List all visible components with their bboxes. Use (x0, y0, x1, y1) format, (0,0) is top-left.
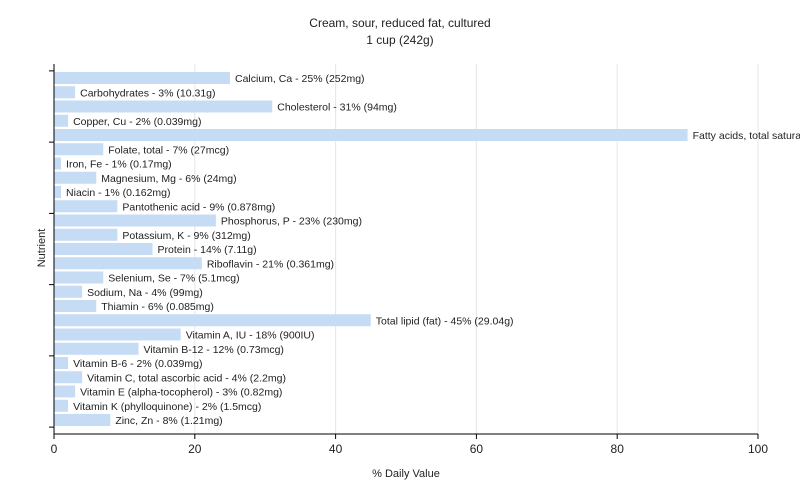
bar (54, 271, 104, 284)
bar-label: Vitamin B-6 - 2% (0.039mg) (73, 358, 202, 370)
bar (54, 257, 202, 270)
x-axis-label: % Daily Value (372, 468, 440, 480)
bar (54, 100, 273, 113)
bar-label: Calcium, Ca - 25% (252mg) (235, 73, 365, 85)
bar-label: Niacin - 1% (0.162mg) (66, 187, 170, 199)
bar (54, 243, 153, 255)
bar (54, 214, 216, 227)
bar (54, 200, 118, 213)
bar-label: Total lipid (fat) - 45% (29.04g) (376, 315, 514, 327)
bar (54, 86, 76, 99)
bar (54, 328, 181, 341)
bar (54, 114, 69, 127)
bar-label: Selenium, Se - 7% (5.1mcg) (108, 273, 239, 285)
bar (54, 285, 83, 298)
bars: Calcium, Ca - 25% (252mg) Carbohydrates -… (54, 72, 800, 427)
bar-label: Copper, Cu - 2% (0.039mg) (73, 116, 201, 128)
bar-label: Magnesium, Mg - 6% (24mg) (101, 173, 236, 185)
bar-label: Fatty acids, total saturated - 90% (18.0… (693, 130, 800, 142)
bar (54, 129, 688, 141)
bar (54, 371, 83, 384)
x-tick-label: 60 (470, 442, 484, 456)
bar (54, 357, 69, 369)
bar (54, 157, 62, 170)
bar-label: Carbohydrates - 3% (10.31g) (80, 87, 215, 99)
bar (54, 414, 111, 426)
bar (54, 143, 104, 156)
bar-label: Riboflavin - 21% (0.361mg) (207, 258, 334, 270)
bar-label: Vitamin C, total ascorbic acid - 4% (2.2… (87, 372, 286, 384)
x-tick-label: 0 (51, 442, 58, 456)
x-tick-label: 20 (188, 442, 202, 456)
y-axis-label: Nutrient (36, 229, 48, 268)
bar (54, 399, 69, 412)
bar-label: Protein - 14% (7.11g) (158, 244, 257, 256)
bar-label: Pantothenic acid - 9% (0.878mg) (122, 201, 275, 213)
bar-label: Folate, total - 7% (27mcg) (108, 144, 229, 156)
bar (54, 385, 76, 398)
bar-label: Vitamin A, IU - 18% (900IU) (186, 330, 315, 342)
bar-label: Vitamin K (phylloquinone) - 2% (1.5mcg) (73, 401, 261, 413)
bar (54, 72, 230, 84)
bar (54, 342, 139, 355)
x-tick-label: 80 (611, 442, 625, 456)
bar (54, 186, 62, 198)
bar (54, 171, 97, 184)
x-tick-label: 40 (329, 442, 343, 456)
bar (54, 300, 97, 312)
bar-label: Thiamin - 6% (0.085mg) (101, 301, 214, 313)
bar-label: Potassium, K - 9% (312mg) (122, 230, 250, 242)
x-tick-label: 100 (748, 442, 768, 456)
bar-label: Cholesterol - 31% (94mg) (277, 102, 397, 114)
bar-label: Iron, Fe - 1% (0.17mg) (66, 159, 172, 171)
bar (54, 228, 118, 241)
grid-lines (194, 64, 759, 434)
bar-label: Phosphorus, P - 23% (230mg) (221, 216, 362, 228)
chart-subtitle: 1 cup (242g) (366, 33, 433, 47)
bar-label: Vitamin B-12 - 12% (0.73mcg) (143, 344, 283, 356)
chart-title: Cream, sour, reduced fat, cultured (309, 16, 490, 30)
bar (54, 314, 371, 327)
axes: 0 20 40 60 80 100 (49, 64, 768, 456)
bar-label: Sodium, Na - 4% (99mg) (87, 287, 203, 299)
bar-label: Vitamin E (alpha-tocopherol) - 3% (0.82m… (80, 387, 282, 399)
bar-label: Zinc, Zn - 8% (1.21mg) (115, 415, 222, 427)
